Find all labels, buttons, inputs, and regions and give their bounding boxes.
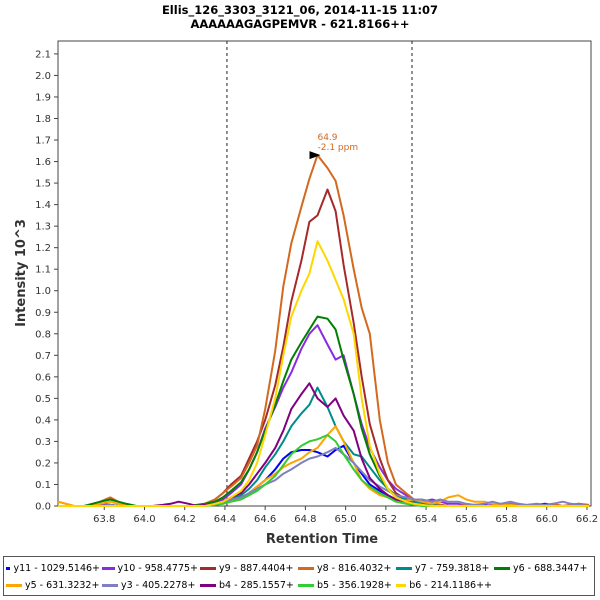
x-axis-label: Retention Time (266, 532, 378, 547)
y-tick-label: 1.8 (35, 114, 51, 125)
y-tick-label: 0.3 (35, 437, 51, 448)
x-tick-label: 65.4 (415, 514, 437, 525)
y-tick-label: 0.9 (35, 308, 51, 319)
legend-row: y11 - 1029.5146+ y10 - 958.4775+ y9 - 887.… (4, 560, 594, 577)
legend-item: b5 - 356.1928+ (296, 580, 394, 591)
legend-item: y10 - 958.4775+ (100, 563, 198, 574)
y-tick-label: 1.6 (35, 157, 51, 168)
y-axis-label: Intensity 10^3 (14, 219, 29, 327)
x-tick-label: 64.2 (174, 514, 196, 525)
plot-frame (57, 40, 592, 507)
y-tick-label: 1.1 (35, 265, 51, 276)
legend-label: y7 - 759.3818+ (415, 563, 490, 574)
y-tick-label: 1.9 (35, 92, 51, 103)
legend-item: y6 - 688.3447+ (492, 563, 590, 574)
y-tick-label: 0.0 (35, 502, 51, 513)
y-tick-label: 0.1 (35, 480, 51, 491)
legend-swatch (298, 584, 314, 587)
legend-item: y11 - 1029.5146+ (4, 563, 100, 574)
y-tick-label: 1.3 (35, 222, 51, 233)
x-tick-label: 64.6 (254, 514, 276, 525)
legend-swatch (102, 584, 118, 587)
legend-label: y11 - 1029.5146+ (13, 563, 100, 574)
legend-swatch (6, 567, 11, 570)
y-tick-label: 2.1 (35, 49, 51, 60)
y-tick-label: 1.4 (35, 200, 51, 211)
peak-marker-arrow (309, 151, 321, 160)
legend-item: y7 - 759.3818+ (394, 563, 492, 574)
legend-swatch (298, 567, 314, 570)
x-tick-label: 65.8 (495, 514, 517, 525)
y-tick-label: 0.7 (35, 351, 51, 362)
plot-area: 0.0 0.1 0.2 0.3 0.4 0.5 0.6 0.7 0.8 0.9 1.0 1.1 1.2 1… (35, 40, 598, 525)
chart-title: Ellis_126_3303_3121_06, 2014-11-15 11:07 (162, 3, 438, 18)
legend-item: y9 - 887.4404+ (198, 563, 296, 574)
y-tick-label: 1.7 (35, 136, 51, 147)
peak-ppm-label: -2.1 ppm (317, 143, 358, 153)
y-tick-label: 0.5 (35, 394, 51, 405)
y-tick-label: 1.5 (35, 179, 51, 190)
legend-swatch (396, 584, 407, 587)
y-tick-label: 0.6 (35, 372, 51, 383)
series-line-b6 (58, 240, 589, 507)
legend-swatch (494, 567, 510, 570)
legend-label: b5 - 356.1928+ (317, 580, 392, 591)
legend-row: y5 - 631.3232+ y3 - 405.2278+ b4 - 285.155… (4, 577, 594, 594)
legend-item: b6 - 214.1186++ (394, 580, 492, 591)
legend-swatch (102, 567, 115, 570)
legend-swatch (6, 584, 22, 587)
peak-retention-label: 64.9 (317, 133, 337, 143)
legend-label: y6 - 688.3447+ (513, 563, 588, 574)
x-tick-label: 65.2 (375, 514, 397, 525)
x-tick-label: 64.4 (214, 514, 236, 525)
y-tick-label: 0.8 (35, 329, 51, 340)
legend-item: b4 - 285.1557+ (198, 580, 296, 591)
y-tick-label: 0.2 (35, 458, 51, 469)
x-tick-label: 66.0 (536, 514, 558, 525)
legend-swatch (200, 567, 216, 570)
legend-item: y8 - 816.4032+ (296, 563, 394, 574)
legend-item: y3 - 405.2278+ (100, 580, 198, 591)
x-tick-label: 63.8 (93, 514, 115, 525)
x-tick-label: 64.0 (133, 514, 155, 525)
legend-swatch (396, 567, 412, 570)
legend-label: y5 - 631.3232+ (25, 580, 100, 591)
legend-label: y8 - 816.4032+ (317, 563, 392, 574)
legend-label: y9 - 887.4404+ (219, 563, 294, 574)
legend-item: y5 - 631.3232+ (4, 580, 100, 591)
x-tick-label: 65.6 (455, 514, 477, 525)
y-tick-label: 0.4 (35, 415, 51, 426)
x-tick-label: 66.2 (576, 514, 598, 525)
legend-label: y3 - 405.2278+ (121, 580, 196, 591)
chart-legend: y11 - 1029.5146+ y10 - 958.4775+ y9 - 887.… (3, 556, 595, 596)
legend-label: b6 - 214.1186++ (409, 580, 492, 591)
chart-subtitle: AAAAAAGAGPEMVR - 621.8166++ (190, 17, 409, 31)
y-tick-label: 1.2 (35, 243, 51, 254)
legend-label: y10 - 958.4775+ (117, 563, 198, 574)
legend-swatch (200, 584, 216, 587)
x-tick-label: 64.8 (294, 514, 316, 525)
y-tick-label: 2.0 (35, 71, 51, 82)
x-tick-label: 65.0 (334, 514, 356, 525)
y-tick-label: 1.0 (35, 286, 51, 297)
legend-label: b4 - 285.1557+ (219, 580, 294, 591)
